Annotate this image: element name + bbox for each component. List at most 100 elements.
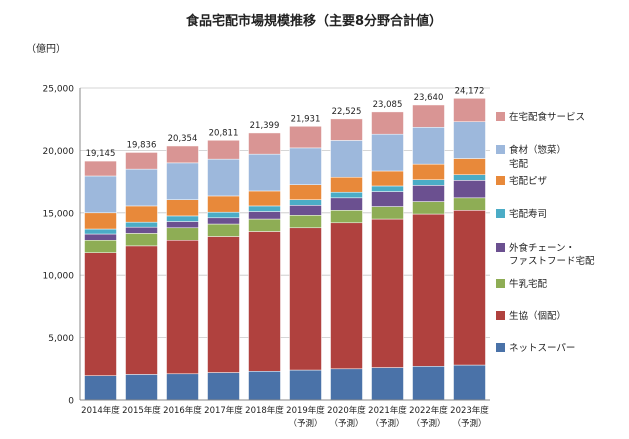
bar-segment [371, 111, 404, 135]
bar-segment [248, 211, 281, 220]
bar-segment [248, 371, 281, 401]
bar-stacks: 19,145 19,836 20,354 20,811 21,399 21,931 22,5… [84, 86, 486, 401]
legend-swatch [496, 243, 505, 252]
bar-segment [84, 252, 117, 376]
bar-segment [125, 226, 158, 234]
bar-segment [84, 212, 117, 230]
chart-title: 食品宅配市場規模推移（主要8分野合計値） [186, 13, 442, 29]
bar-segment [412, 179, 445, 186]
legend-swatch [496, 112, 505, 121]
legend-swatch [496, 279, 505, 288]
axes: 0 5,000 10,000 15,000 20,000 25,000 2014年度 2015… [43, 85, 490, 429]
x-tick-label: 2020年度 [327, 405, 366, 416]
legend-label: 食材（惣菜） [509, 144, 566, 156]
bar-segment [412, 213, 445, 367]
bar-segment [248, 132, 281, 155]
total-label: 22,525 [332, 107, 362, 117]
bar-segment [166, 145, 199, 164]
bar-segment [289, 227, 322, 371]
legend-label: 宅配ピザ [509, 175, 548, 187]
bar-segment [84, 375, 117, 401]
legend-label: ファストフード宅配 [509, 255, 595, 267]
bar-segment [207, 236, 240, 373]
bar-segment [412, 163, 445, 180]
bar-segment [166, 373, 199, 401]
bar-segment [371, 367, 404, 401]
x-tick-note: （予測） [329, 418, 363, 429]
bar-segment [125, 245, 158, 375]
y-tick-label: 5,000 [48, 334, 74, 344]
y-axis-unit: （億円） [26, 42, 66, 55]
legend-label: 外食チェーン・ [509, 242, 575, 254]
bar-segment [207, 195, 240, 213]
bar-segment [289, 184, 322, 200]
bar-segment [453, 197, 486, 211]
total-label: 20,354 [168, 134, 198, 144]
x-tick-note: （予測） [411, 418, 445, 429]
bar-segment [371, 191, 404, 207]
bar-segment [207, 372, 240, 401]
bar-segment [207, 223, 240, 237]
bar-segment [125, 168, 158, 207]
bar-segment [453, 98, 486, 122]
bar-segment [166, 227, 199, 241]
bar-segment [248, 190, 281, 207]
bar-segment [453, 121, 486, 159]
legend-swatch [496, 176, 505, 185]
bar-segment [125, 205, 158, 223]
y-tick-label: 15,000 [43, 209, 75, 219]
bar-segment [289, 199, 322, 206]
total-label: 21,931 [291, 114, 321, 124]
bar-segment [371, 185, 404, 192]
legend-label: 生協（個配） [509, 310, 566, 322]
bar-segment [84, 240, 117, 253]
bar-segment [330, 191, 363, 199]
bar-segment [248, 218, 281, 232]
x-tick-label: 2015年度 [122, 405, 161, 416]
x-tick-label: 2016年度 [163, 405, 202, 416]
bar-segment [330, 140, 363, 178]
bar-segment [248, 205, 281, 212]
bar-segment [289, 147, 322, 185]
bar-segment [289, 215, 322, 229]
x-tick-label: 2022年度 [409, 405, 448, 416]
legend-label: 宅配寿司 [509, 208, 547, 220]
bar-segment [412, 201, 445, 215]
legend-swatch [496, 209, 505, 218]
bar-segment [289, 126, 322, 149]
x-tick-note: （予測） [288, 418, 322, 429]
y-tick-label: 25,000 [43, 85, 75, 95]
bar-segment [330, 368, 363, 401]
bar-segment [371, 133, 404, 172]
legend-label: 在宅配食サービス [509, 111, 585, 123]
total-label: 23,640 [414, 93, 444, 103]
y-tick-label: 0 [68, 397, 74, 407]
x-tick-label: 2017年度 [204, 405, 243, 416]
bar-segment [330, 176, 363, 193]
legend-label: ネットスーパー [509, 343, 575, 354]
bar-segment [125, 152, 158, 170]
bar-segment [84, 160, 117, 177]
bar-segment [248, 153, 281, 192]
bar-segment [166, 199, 199, 217]
bar-segment [453, 174, 486, 181]
total-label: 19,836 [127, 140, 157, 150]
x-tick-note: （予測） [452, 418, 486, 429]
x-tick-label: 2023年度 [450, 405, 489, 416]
bar-segment [412, 185, 445, 202]
bar-segment [125, 233, 158, 247]
total-label: 24,172 [455, 86, 485, 96]
bar-segment [453, 158, 486, 175]
bar-segment [84, 233, 117, 241]
bar-segment [207, 140, 240, 160]
bar-segment [371, 170, 404, 187]
total-label: 19,145 [86, 149, 116, 159]
legend-label: 宅配 [509, 158, 529, 170]
bar-segment [166, 221, 199, 229]
bar-segment [453, 180, 486, 199]
x-tick-label: 2019年度 [286, 405, 325, 416]
bar-segment [166, 162, 199, 200]
x-tick-label: 2018年度 [245, 405, 284, 416]
